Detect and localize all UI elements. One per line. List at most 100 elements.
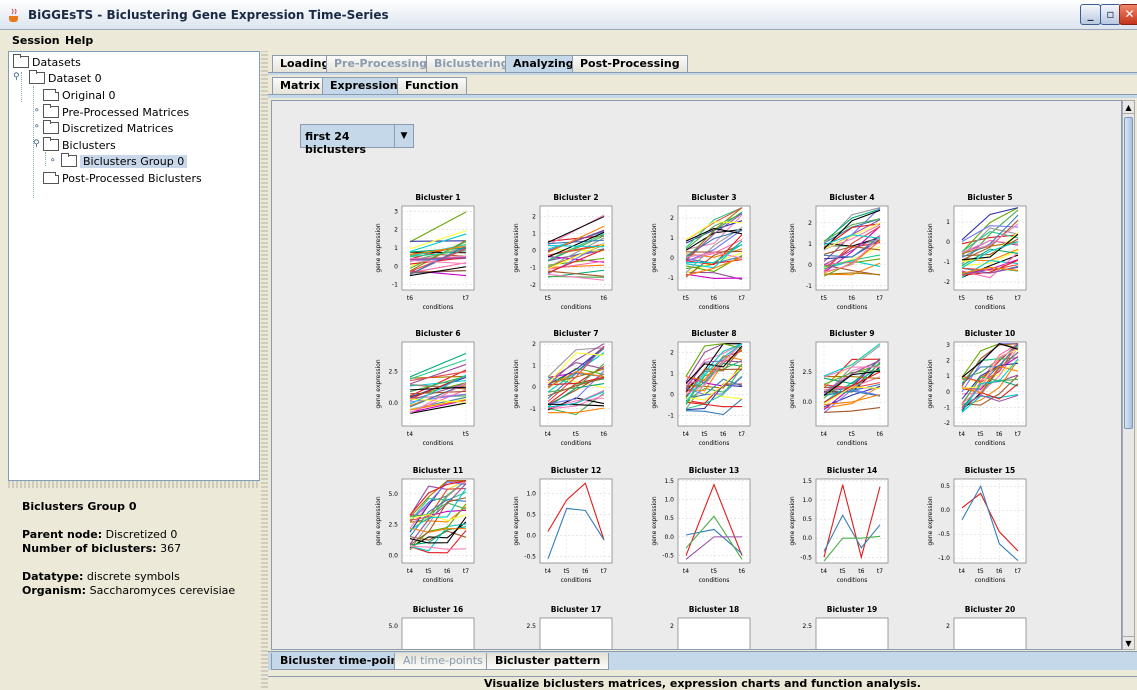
status-text: Visualize biclusters matrices, expressio… [268, 677, 1137, 690]
y-tick-label: 0 [670, 255, 674, 262]
menu-help[interactable]: Help [65, 34, 93, 47]
tree-item-discretized[interactable]: Discretized Matrices [43, 120, 173, 136]
chart-title: Bicluster 4 [829, 193, 874, 202]
x-axis-label: conditions [975, 440, 1006, 445]
menu-session[interactable]: Session [12, 34, 60, 47]
tab-expression[interactable]: Expression [322, 77, 406, 95]
x-tick-label: t4 [545, 568, 551, 575]
x-tick-label: t7 [1015, 295, 1021, 302]
y-tick-label: -1 [668, 413, 674, 420]
x-tick-label: t6 [407, 295, 413, 302]
minimize-button[interactable]: _ [1080, 4, 1101, 25]
status-bar: Visualize biclusters matrices, expressio… [268, 676, 1137, 688]
scroll-down-icon[interactable]: ▼ [1123, 636, 1134, 649]
x-tick-label: t6 [849, 295, 855, 302]
bottom-tab-bar: Bicluster time-points All time-points Bi… [268, 651, 1137, 670]
tree-root-datasets[interactable]: Datasets [13, 54, 81, 70]
y-tick-label: -0.5 [938, 531, 950, 538]
y-tick-label: 0.0 [940, 507, 950, 514]
x-tick-label: t5 [573, 431, 579, 438]
expand-toggle-icon[interactable]: ⚲ [33, 139, 40, 149]
horizontal-splitter[interactable] [8, 481, 260, 488]
plot-area [402, 618, 474, 650]
chart-title: Bicluster 18 [689, 605, 740, 614]
y-tick-label: 0.5 [940, 483, 950, 490]
y-tick-label: 1 [808, 241, 812, 248]
plot-area [816, 618, 888, 650]
bicluster-range-select[interactable]: first 24 biclusters ▼ [300, 124, 414, 148]
y-tick-label: 2.5 [802, 369, 812, 376]
tab-all-time-points[interactable]: All time-points [394, 653, 492, 670]
tree-label: Original 0 [62, 89, 116, 102]
y-axis-label: gene expression [375, 496, 382, 545]
tree-item-biclusters[interactable]: Biclusters [43, 137, 116, 153]
x-axis-label: conditions [699, 304, 730, 309]
vertical-scrollbar[interactable]: ▲ ▼ [1122, 100, 1135, 650]
title-bar: BiGGEsTS - Biclustering Gene Expression … [0, 0, 1137, 30]
x-tick-label: t4 [959, 431, 965, 438]
tab-pre-processing[interactable]: Pre-Processing [326, 55, 435, 73]
y-tick-label: 2.5 [802, 623, 812, 630]
x-tick-label: t5 [683, 295, 689, 302]
tab-analyzing[interactable]: Analyzing [505, 55, 582, 73]
y-tick-label: -0.5 [662, 553, 674, 560]
tree-item-dataset-0[interactable]: Dataset 0 [29, 70, 102, 86]
x-tick-label: t7 [739, 295, 745, 302]
y-tick-label: 2 [532, 341, 536, 348]
x-tick-label: t6 [444, 568, 450, 575]
y-tick-label: 0.0 [802, 399, 812, 406]
tab-biclustering[interactable]: Biclustering [426, 55, 516, 73]
scroll-thumb[interactable] [1124, 117, 1133, 429]
tree-item-postprocessed[interactable]: Post-Processed Biclusters [43, 170, 202, 186]
x-axis-label: conditions [423, 304, 454, 309]
plot-area [954, 479, 1026, 563]
x-axis-label: conditions [975, 577, 1006, 582]
y-tick-label: -2 [944, 279, 950, 286]
tree-item-original-0[interactable]: Original 0 [43, 87, 116, 103]
close-button[interactable]: ✕ [1119, 4, 1137, 25]
expand-toggle-icon[interactable]: ⚬ [33, 122, 41, 132]
x-tick-label: t7 [877, 568, 883, 575]
info-parent-node: Parent node: Discretized 0 [22, 528, 177, 541]
tab-matrix[interactable]: Matrix [272, 77, 328, 95]
x-tick-label: t5 [702, 431, 708, 438]
y-axis-label: gene expression [651, 359, 658, 408]
x-axis-label: conditions [561, 440, 592, 445]
chevron-down-icon[interactable]: ▼ [394, 125, 413, 147]
vertical-splitter[interactable] [261, 51, 268, 688]
tab-bicluster-pattern[interactable]: Bicluster pattern [486, 653, 609, 670]
tree-item-preprocessed[interactable]: Pre-Processed Matrices [43, 104, 189, 120]
folder-icon [43, 106, 59, 118]
y-axis-label: gene expression [789, 359, 796, 408]
x-tick-label: t7 [877, 295, 883, 302]
tree-label: Post-Processed Biclusters [62, 172, 202, 185]
tree-item-biclusters-group-0[interactable]: Biclusters Group 0 [61, 153, 187, 169]
tab-post-processing[interactable]: Post-Processing [572, 55, 688, 73]
expand-toggle-icon[interactable]: ⚲ [13, 72, 20, 82]
y-tick-label: 2 [670, 350, 674, 357]
y-tick-label: -1 [944, 259, 950, 266]
expand-toggle-icon[interactable]: ⚬ [33, 106, 41, 116]
expand-toggle-icon[interactable]: ⚬ [49, 156, 57, 166]
y-tick-label: 5.0 [388, 491, 398, 498]
folder-icon [13, 56, 29, 68]
y-tick-label: 2 [532, 213, 536, 220]
maximize-button[interactable]: ▫ [1100, 4, 1121, 25]
window-title: BiGGEsTS - Biclustering Gene Expression … [28, 8, 389, 22]
scroll-up-icon[interactable]: ▲ [1123, 101, 1134, 114]
tab-function[interactable]: Function [397, 77, 467, 95]
chart-title: Bicluster 12 [551, 466, 602, 475]
